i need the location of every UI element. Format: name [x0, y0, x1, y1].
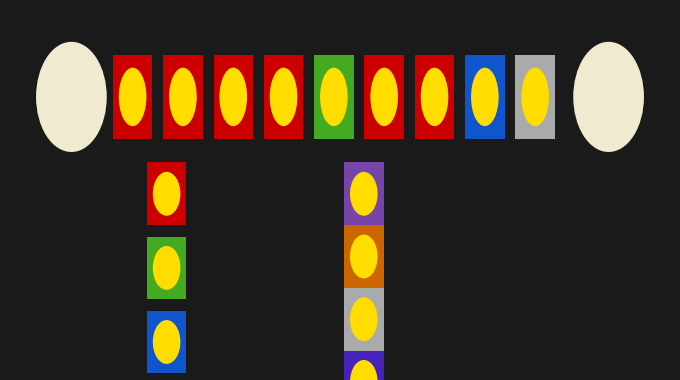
Bar	[113, 55, 152, 139]
Ellipse shape	[350, 297, 377, 341]
Bar	[147, 311, 186, 373]
Ellipse shape	[119, 68, 146, 126]
Ellipse shape	[371, 68, 398, 126]
Ellipse shape	[320, 68, 347, 126]
Bar	[465, 55, 505, 139]
Ellipse shape	[421, 68, 448, 126]
Bar	[214, 55, 253, 139]
Bar	[515, 55, 555, 139]
Bar	[264, 55, 303, 139]
Ellipse shape	[220, 68, 247, 126]
Ellipse shape	[350, 360, 377, 380]
Ellipse shape	[573, 42, 644, 152]
Ellipse shape	[270, 68, 297, 126]
Ellipse shape	[169, 68, 197, 126]
Bar	[344, 350, 384, 380]
Ellipse shape	[522, 68, 549, 126]
Bar	[314, 55, 354, 139]
Ellipse shape	[153, 320, 180, 364]
Bar	[344, 163, 384, 225]
Ellipse shape	[153, 172, 180, 216]
Bar	[147, 236, 186, 299]
Bar	[415, 55, 454, 139]
Bar	[364, 55, 404, 139]
Ellipse shape	[350, 234, 377, 279]
Bar	[344, 225, 384, 288]
Bar	[344, 288, 384, 350]
Ellipse shape	[350, 172, 377, 216]
Ellipse shape	[471, 68, 498, 126]
Ellipse shape	[153, 246, 180, 290]
Bar	[147, 163, 186, 225]
Ellipse shape	[36, 42, 107, 152]
Bar	[163, 55, 203, 139]
